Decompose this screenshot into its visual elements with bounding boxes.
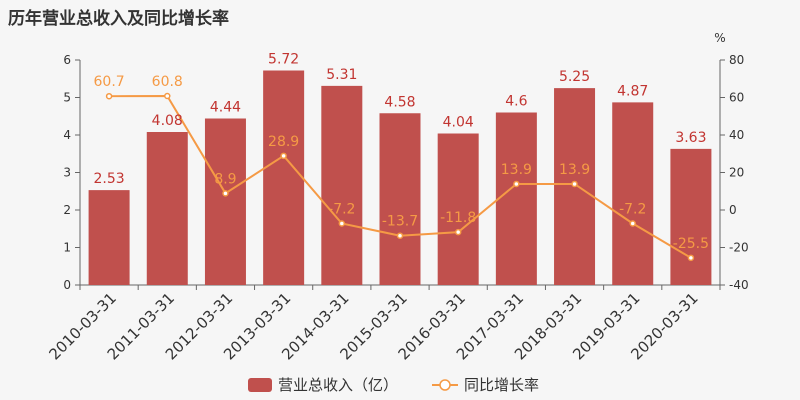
revenue-bar	[612, 102, 654, 285]
revenue-bar	[670, 148, 712, 285]
chart-title: 历年营业总收入及同比增长率	[8, 9, 229, 29]
revenue-bar	[321, 85, 363, 285]
growth-rate-point	[338, 220, 346, 227]
growth-rate-data-label: 60.8	[152, 74, 183, 90]
growth-rate-point	[454, 228, 462, 236]
growth-rate-point	[222, 190, 229, 197]
growth-rate-point	[105, 92, 113, 100]
growth-rate-point	[396, 232, 404, 239]
growth-rate-data-label: 8.9	[214, 171, 236, 187]
left-axis-tick-label: 6	[63, 53, 71, 67]
legend-line-label: 同比增长率	[464, 376, 539, 394]
growth-rate-point	[571, 180, 578, 188]
growth-rate-point	[164, 92, 171, 100]
legend-bar-label: 营业总收入（亿）	[278, 376, 398, 394]
growth-rate-point	[513, 180, 520, 188]
growth-rate-data-label: -7.2	[328, 202, 355, 218]
legend-line-marker	[439, 379, 451, 391]
left-axis-tick-label: 1	[63, 241, 71, 255]
left-axis-tick-label: 3	[63, 166, 71, 180]
revenue-bar	[495, 112, 537, 285]
revenue-data-label: 4.87	[617, 83, 648, 99]
revenue-bar	[204, 118, 246, 285]
growth-rate-data-label: 13.9	[559, 162, 590, 178]
revenue-data-label: 5.31	[326, 67, 357, 83]
right-axis-tick-label: 40	[729, 128, 744, 142]
growth-rate-point	[280, 152, 287, 160]
growth-rate-data-label: -13.7	[382, 214, 418, 230]
revenue-bar	[263, 70, 305, 285]
right-axis-tick-label: 20	[729, 166, 744, 180]
revenue-bar	[146, 132, 188, 285]
revenue-data-label: 4.08	[152, 113, 183, 129]
revenue-data-label: 4.04	[443, 115, 474, 131]
growth-rate-data-label: 60.7	[94, 74, 125, 90]
right-axis-unit: %	[714, 31, 725, 45]
revenue-bar	[379, 113, 421, 285]
growth-rate-data-label: 13.9	[501, 162, 532, 178]
growth-rate-data-label: -7.2	[619, 202, 646, 218]
growth-rate-point	[629, 220, 636, 227]
revenue-data-label: 4.58	[384, 94, 415, 110]
revenue-data-label: 3.63	[675, 130, 706, 146]
revenue-data-label: 4.44	[210, 100, 241, 116]
growth-rate-data-label: -25.5	[673, 236, 709, 252]
growth-rate-data-label: 28.9	[268, 134, 299, 150]
left-axis-tick-label: 2	[63, 203, 71, 217]
right-axis-tick-label: 80	[729, 53, 744, 67]
revenue-bar	[437, 133, 479, 285]
revenue-data-label: 4.6	[505, 94, 527, 110]
left-axis-tick-label: 0	[63, 278, 71, 292]
legend-bar-swatch	[248, 378, 272, 392]
growth-rate-data-label: -11.8	[440, 210, 476, 226]
growth-rate-point	[687, 254, 695, 262]
revenue-data-label: 5.25	[559, 69, 590, 85]
revenue-bar	[88, 190, 130, 285]
right-axis-tick-label: -20	[729, 241, 749, 255]
left-axis-tick-label: 5	[63, 91, 71, 105]
left-axis-tick-label: 4	[63, 128, 71, 142]
revenue-data-label: 2.53	[94, 171, 125, 187]
revenue-data-label: 5.72	[268, 52, 299, 68]
right-axis-tick-label: 60	[729, 91, 744, 105]
right-axis-tick-label: -40	[729, 278, 749, 292]
right-axis-tick-label: 0	[729, 203, 737, 217]
